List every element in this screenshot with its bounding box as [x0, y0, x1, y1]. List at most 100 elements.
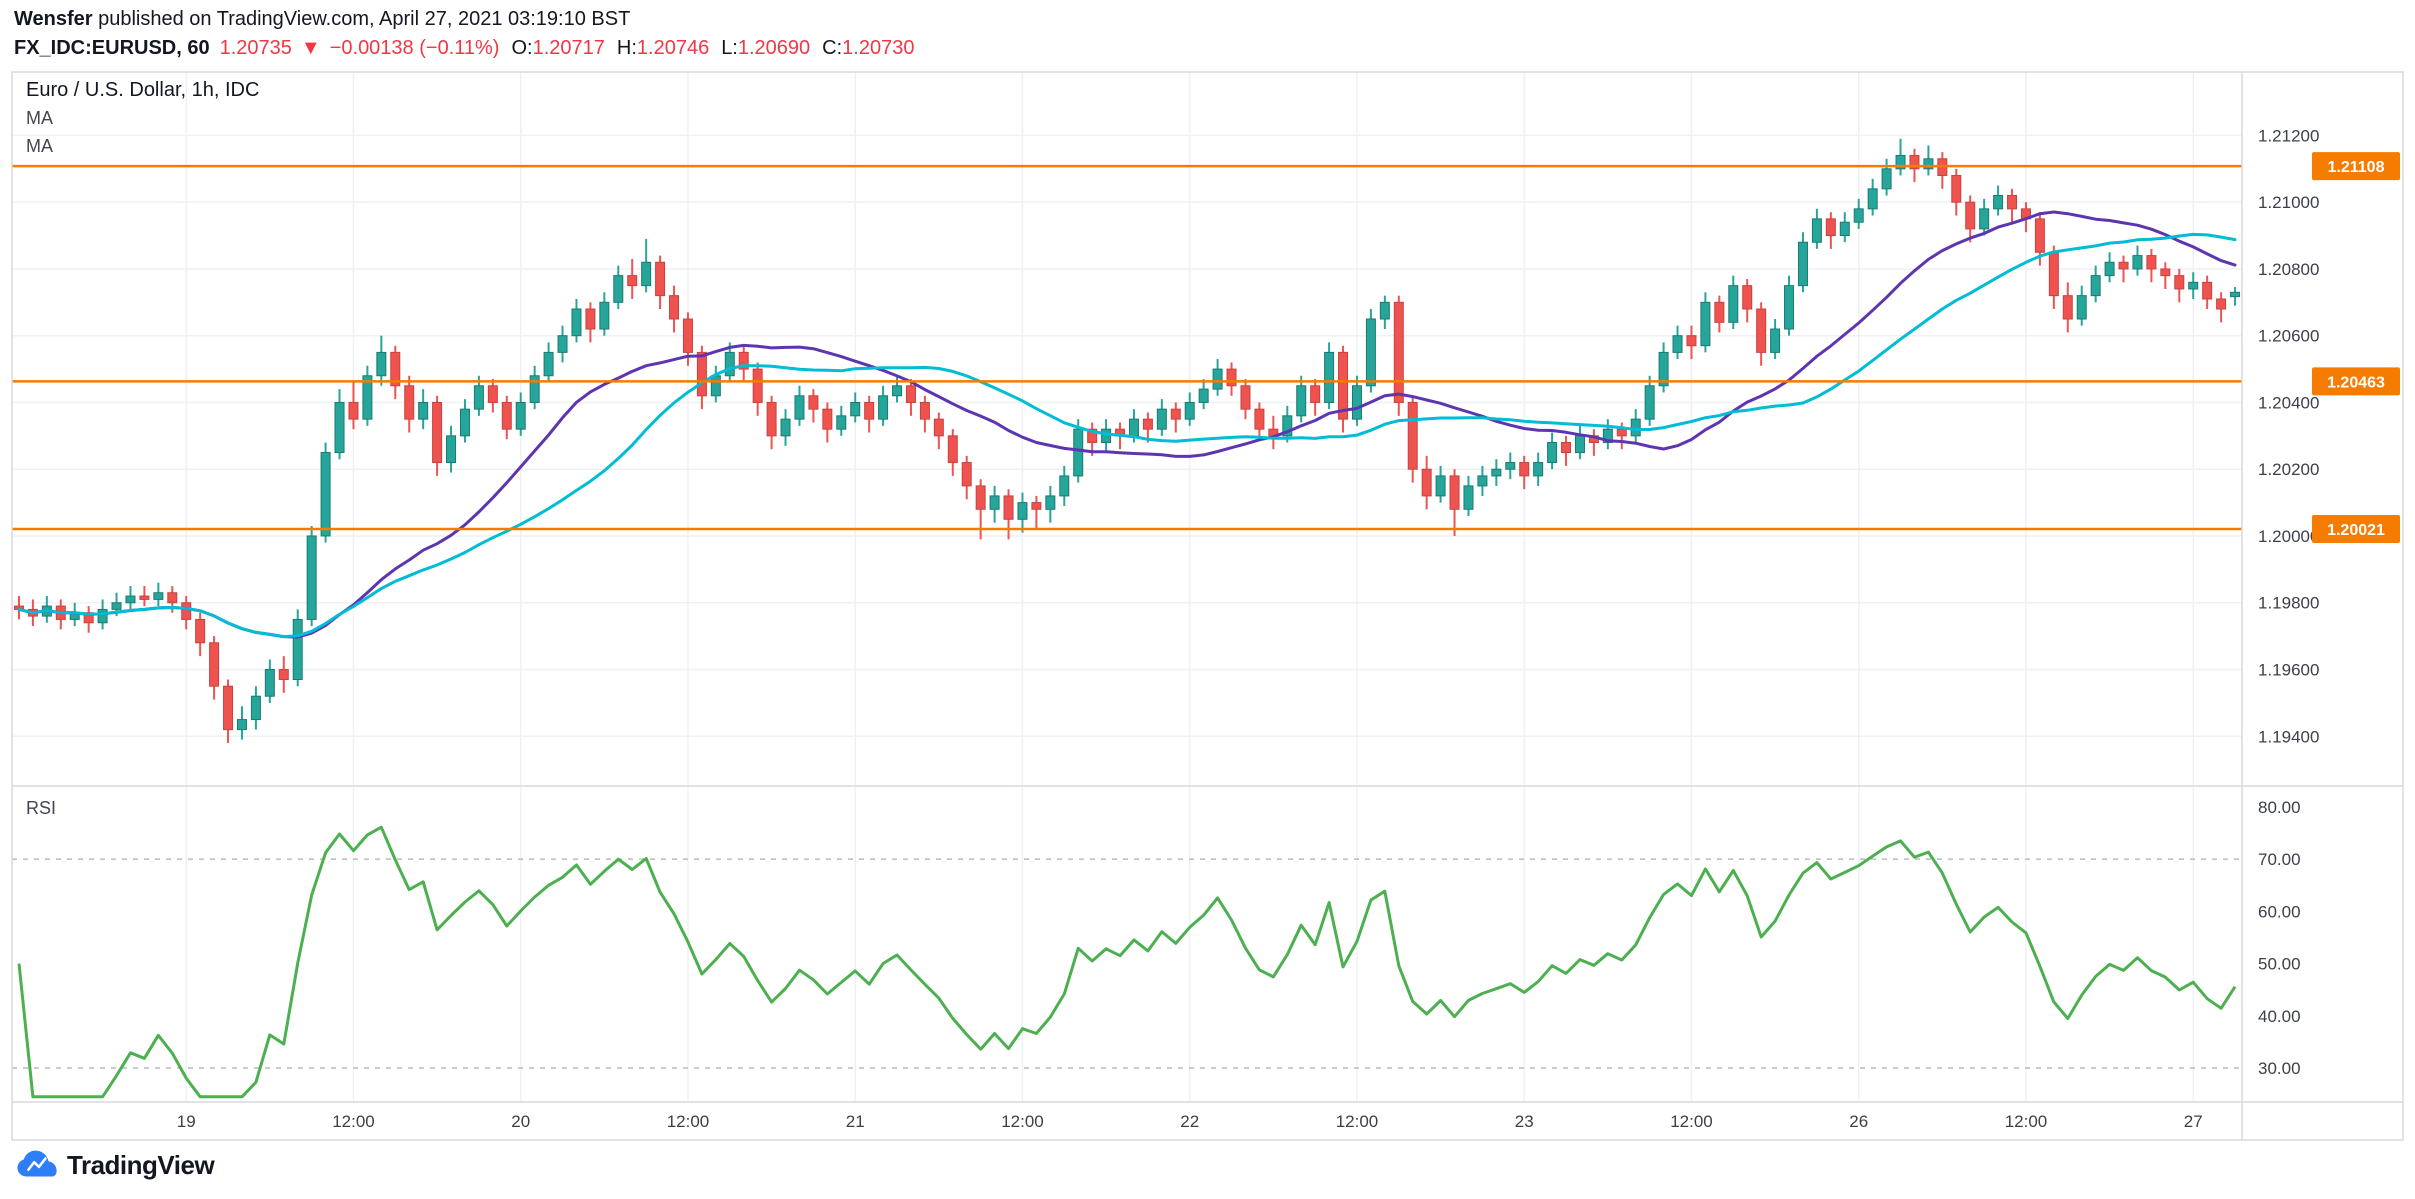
time-axis-label: 26 [1849, 1112, 1868, 1131]
chart-legend-title: Euro / U.S. Dollar, 1h, IDC [26, 79, 260, 101]
candle [2007, 195, 2018, 210]
price-axis-label: 1.21200 [2258, 126, 2319, 145]
candle [223, 685, 234, 731]
candle [1254, 408, 1265, 430]
candle [432, 401, 443, 464]
candle [738, 351, 749, 370]
candle [1714, 301, 1725, 323]
tradingview-brand[interactable]: TradingView [67, 1149, 215, 1180]
candle [1393, 301, 1404, 403]
candle [613, 275, 624, 303]
ma-line-2 [17, 232, 2237, 639]
candle [1686, 335, 1697, 347]
candle [418, 401, 429, 420]
rsi-axis-label: 70.00 [2258, 850, 2301, 869]
candle [1142, 418, 1153, 430]
candle [501, 401, 512, 430]
price-axis-label: 1.20600 [2258, 327, 2319, 346]
candle [459, 408, 470, 437]
candle [836, 415, 847, 430]
candle [195, 618, 206, 644]
candle [599, 301, 610, 330]
candle [710, 375, 721, 397]
candle [1825, 218, 1836, 237]
candle [97, 608, 108, 624]
candle [682, 318, 693, 353]
candle [2188, 281, 2199, 290]
time-axis-label: 12:00 [1670, 1112, 1713, 1131]
candle [1616, 428, 1627, 437]
candle [780, 418, 791, 437]
tradingview-logo-icon[interactable] [16, 1148, 58, 1182]
candle [1505, 462, 1516, 470]
time-axis-label: 23 [1515, 1112, 1534, 1131]
candle [1017, 502, 1028, 520]
symbol-info-bar: FX_IDC:EURUSD, 60 1.20735 ▼ −0.00138 (−0.11… [14, 37, 914, 60]
price-level-tag[interactable] [2312, 367, 2400, 396]
symbol-name: FX_IDC:EURUSD, 60 [14, 37, 210, 59]
candle [1226, 368, 1237, 387]
candle [933, 418, 944, 437]
rsi-pane-label: RSI [26, 798, 57, 818]
candle [320, 452, 331, 537]
time-axis-label: 12:00 [2005, 1112, 2048, 1131]
candle [1756, 308, 1767, 353]
price-axis-label: 1.20400 [2258, 393, 2319, 412]
time-axis-label: 20 [511, 1112, 530, 1131]
candle [376, 351, 387, 377]
candle [1923, 158, 1934, 170]
candle [2132, 255, 2143, 270]
candle [111, 602, 122, 610]
candle [1073, 428, 1084, 477]
candle [1909, 154, 1920, 170]
candle [1282, 415, 1293, 437]
candle [139, 595, 150, 600]
candle [1365, 318, 1376, 387]
candle [1421, 468, 1432, 497]
footer: TradingView [16, 1148, 215, 1182]
candle [1770, 328, 1781, 353]
ma-legend-2: MA [26, 136, 53, 156]
time-axis-label: 22 [1180, 1112, 1199, 1131]
candle [1979, 208, 1990, 230]
rsi-axis-label: 80.00 [2258, 798, 2301, 817]
candle [864, 401, 875, 420]
candle [1881, 168, 1892, 190]
publish-meta: published on TradingView.com, April 27, … [92, 8, 631, 30]
candle [1310, 385, 1321, 403]
down-arrow-icon: ▼ [300, 37, 321, 59]
candle [1491, 468, 1502, 477]
price-level-tag-label: 1.21108 [2328, 159, 2385, 176]
time-axis-label: 12:00 [667, 1112, 710, 1131]
candle [794, 395, 805, 420]
candle [1003, 495, 1014, 520]
candle [1379, 301, 1390, 320]
candle [1965, 201, 1976, 230]
candle [1449, 475, 1460, 510]
candle [1993, 195, 2004, 210]
candle [1031, 502, 1042, 510]
candle [1533, 462, 1544, 477]
candle [641, 261, 652, 287]
candle [2216, 298, 2227, 310]
candle [1547, 442, 1558, 464]
close-value: 1.20730 [842, 37, 915, 59]
candle [2090, 275, 2101, 297]
candle [627, 275, 638, 287]
candle [515, 401, 526, 430]
candle [1784, 285, 1795, 330]
price-level-tag[interactable] [2312, 514, 2400, 543]
candle [473, 385, 484, 410]
rsi-axis-label: 60.00 [2258, 902, 2301, 921]
candle [1742, 285, 1753, 310]
candle [989, 495, 1000, 510]
candle [766, 401, 777, 437]
close-label: C: [822, 37, 843, 59]
candle [1797, 241, 1808, 287]
candle [1867, 188, 1878, 210]
price-axis-label: 1.20800 [2258, 260, 2319, 279]
candle [571, 308, 582, 337]
price-level-tag[interactable] [2312, 152, 2400, 181]
candle [1519, 462, 1530, 477]
